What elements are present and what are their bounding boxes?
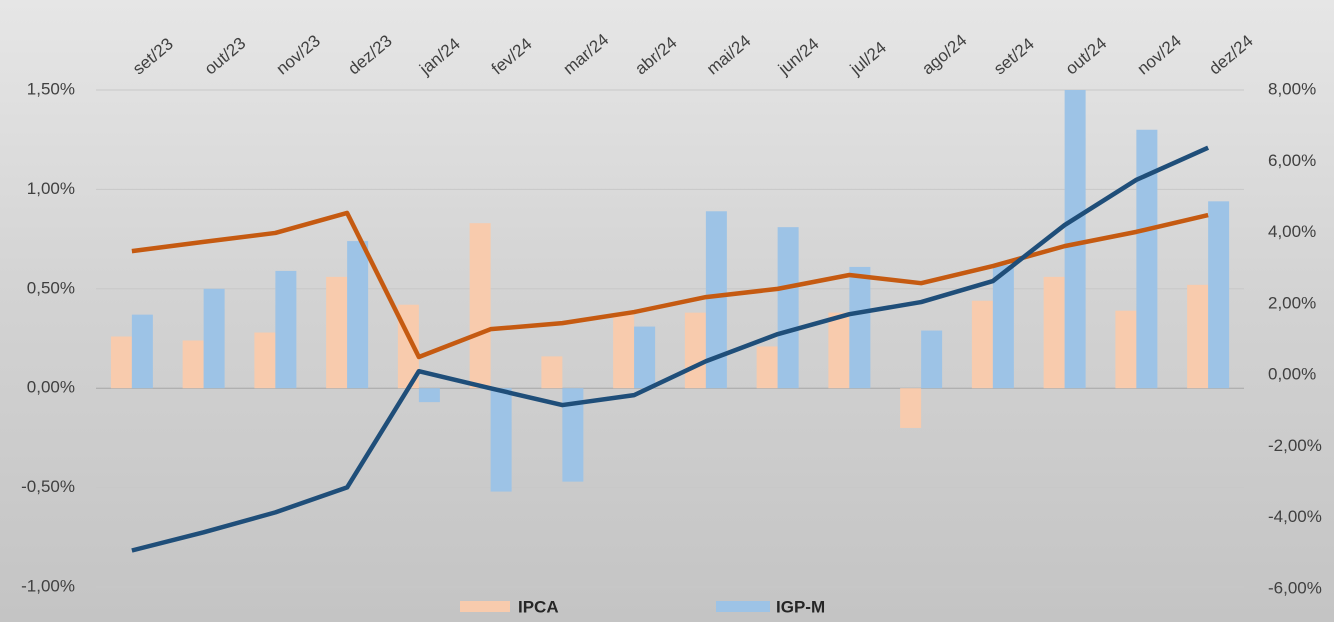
bar [1208, 201, 1229, 388]
bar [347, 241, 368, 388]
bar [993, 265, 1014, 388]
y-tick-label: -1,00% [21, 576, 75, 595]
bar [275, 271, 296, 388]
bar [326, 277, 347, 388]
page: -1,00% -0,50% 0,00% 0,50% 1,00% 1,50% -6,00% -4… [0, 0, 1334, 622]
bar [541, 356, 562, 388]
y-tick-label: -0,50% [21, 477, 75, 496]
bar [972, 301, 993, 388]
bar [1065, 90, 1086, 388]
chart: -1,00% -0,50% 0,00% 0,50% 1,00% 1,50% -6,00% -4… [0, 0, 1334, 622]
legend-swatch [716, 601, 770, 612]
bar [778, 227, 799, 388]
y-tick-label: 1,50% [27, 79, 75, 98]
bar [254, 333, 275, 389]
bar [111, 337, 132, 389]
bar [132, 315, 153, 389]
y-tick-label: 0,00% [27, 378, 75, 397]
bar [183, 340, 204, 388]
y-tick-label: 1,00% [27, 179, 75, 198]
bar [921, 331, 942, 389]
bar [1136, 130, 1157, 388]
bar [1115, 311, 1136, 389]
bar [828, 313, 849, 389]
bar [900, 388, 921, 428]
bar [204, 289, 225, 388]
bar [419, 388, 440, 402]
bar [849, 267, 870, 388]
bar [1044, 277, 1065, 388]
y2-tick-label: 0,00% [1268, 365, 1316, 384]
bar [685, 313, 706, 389]
bar [613, 313, 634, 389]
bar [491, 388, 512, 491]
y2-tick-label: 6,00% [1268, 151, 1316, 170]
y2-tick-label: 2,00% [1268, 293, 1316, 312]
bar [634, 327, 655, 389]
legend-label: IGP-M [776, 597, 825, 616]
y2-tick-label: 8,00% [1268, 79, 1316, 98]
legend-label: IPCA [518, 597, 559, 616]
y2-tick-label: -2,00% [1268, 436, 1322, 455]
y2-tick-label: -6,00% [1268, 578, 1322, 597]
y2-tick-label: 4,00% [1268, 222, 1316, 241]
y2-tick-label: -4,00% [1268, 507, 1322, 526]
bar [1187, 285, 1208, 388]
bar [757, 346, 778, 388]
y-tick-label: 0,50% [27, 278, 75, 297]
legend-swatch [460, 601, 510, 612]
bar [470, 223, 491, 388]
